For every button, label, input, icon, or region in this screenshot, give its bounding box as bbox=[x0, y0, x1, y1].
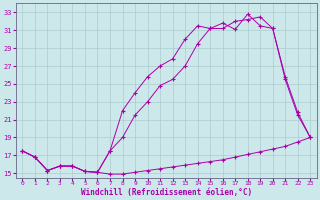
X-axis label: Windchill (Refroidissement éolien,°C): Windchill (Refroidissement éolien,°C) bbox=[81, 188, 252, 197]
